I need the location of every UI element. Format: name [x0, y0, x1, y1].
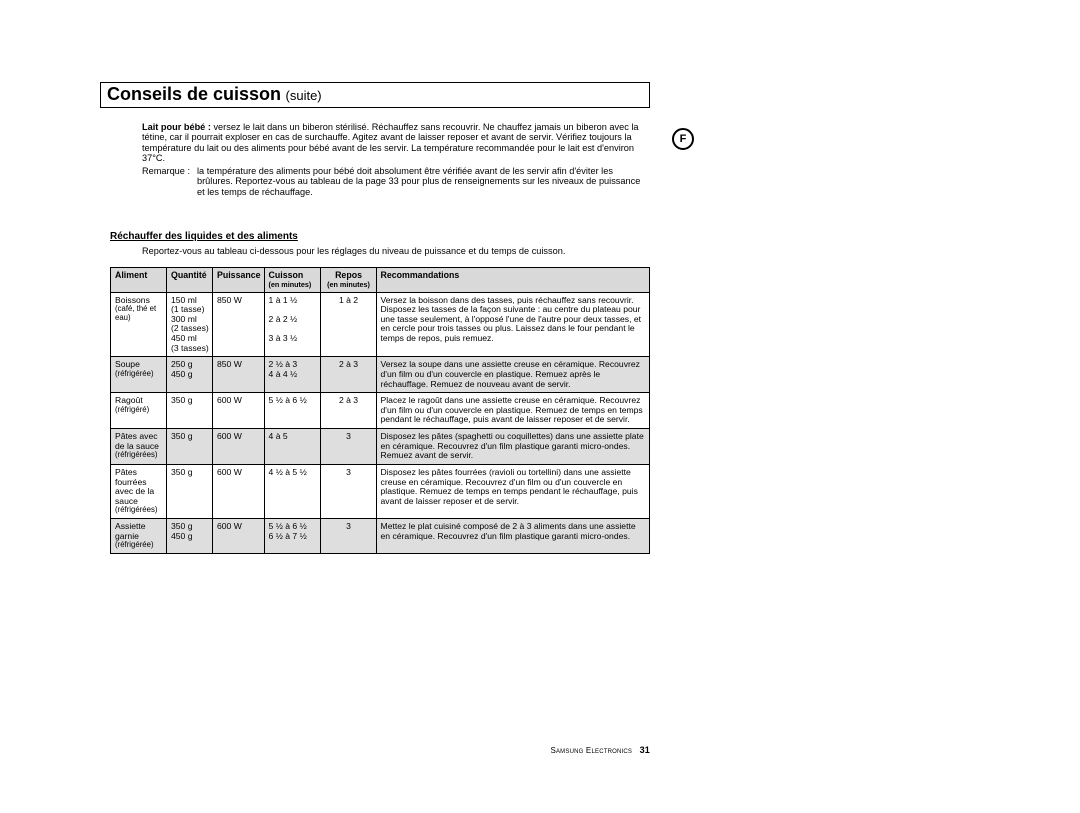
cell-qty: 150 ml (1 tasse) 300 ml (2 tasses) 450 m…	[167, 292, 213, 357]
cell-qty: 350 g	[167, 393, 213, 429]
cell-cook: 2 ½ à 3 4 à 4 ½	[264, 357, 320, 393]
cell-qty: 350 g 450 g	[167, 519, 213, 554]
title-box: Conseils de cuisson (suite)	[100, 82, 650, 108]
food-sub: (réfrigéré)	[115, 406, 163, 415]
table-wrapper: Aliment Quantité Puissance Cuisson (en m…	[100, 267, 650, 554]
col-food: Aliment	[111, 267, 167, 292]
table-body: Boissons(café, thé et eau)150 ml (1 tass…	[111, 292, 650, 554]
cell-qty: 350 g	[167, 464, 213, 518]
food-sub: (réfrigérée)	[115, 370, 163, 379]
col-cook-label: Cuisson	[269, 270, 304, 280]
cell-cook: 5 ½ à 6 ½	[264, 393, 320, 429]
food-sub: (café, thé et eau)	[115, 305, 163, 322]
table-row: Ragoût(réfrigéré)350 g600 W5 ½ à 6 ½2 à …	[111, 393, 650, 429]
cell-cook: 5 ½ à 6 ½ 6 ½ à 7 ½	[264, 519, 320, 554]
cell-qty: 350 g	[167, 429, 213, 465]
cell-food: Pâtes fourrées avec de la sauce(réfrigér…	[111, 464, 167, 518]
cell-rest: 3	[320, 464, 376, 518]
section-intro: Reportez-vous au tableau ci-dessous pour…	[100, 246, 650, 257]
lait-label: Lait pour bébé :	[142, 122, 211, 132]
cell-cook: 4 à 5	[264, 429, 320, 465]
section-heading: Réchauffer des liquides et des aliments	[100, 231, 650, 242]
col-qty: Quantité	[167, 267, 213, 292]
cell-cook: 1 à 1 ½ 2 à 2 ½ 3 à 3 ½	[264, 292, 320, 357]
cell-reco: Mettez le plat cuisiné composé de 2 à 3 …	[376, 519, 649, 554]
remarque-row: Remarque : la température des aliments p…	[142, 166, 650, 197]
side-language-marker: F	[672, 128, 694, 150]
table-header-row: Aliment Quantité Puissance Cuisson (en m…	[111, 267, 650, 292]
remarque-body: la température des aliments pour bébé do…	[197, 166, 650, 197]
col-cook-sublabel: (en minutes)	[269, 281, 317, 289]
food-main: Pâtes avec de la sauce	[115, 432, 163, 451]
cell-power: 600 W	[213, 464, 265, 518]
food-main: Assiette garnie	[115, 522, 163, 541]
page-content: Conseils de cuisson (suite) Lait pour bé…	[100, 82, 650, 554]
col-rest-label: Repos	[335, 270, 362, 280]
col-power: Puissance	[213, 267, 265, 292]
lait-body: versez le lait dans un biberon stérilisé…	[142, 122, 639, 163]
cell-reco: Disposez les pâtes fourrées (ravioli ou …	[376, 464, 649, 518]
table-row: Pâtes avec de la sauce(réfrigérées)350 g…	[111, 429, 650, 465]
cell-food: Pâtes avec de la sauce(réfrigérées)	[111, 429, 167, 465]
cell-cook: 4 ½ à 5 ½	[264, 464, 320, 518]
table-row: Pâtes fourrées avec de la sauce(réfrigér…	[111, 464, 650, 518]
reheating-table: Aliment Quantité Puissance Cuisson (en m…	[110, 267, 650, 554]
food-main: Pâtes fourrées avec de la sauce	[115, 468, 163, 507]
food-sub: (réfrigérées)	[115, 451, 163, 460]
cell-power: 850 W	[213, 292, 265, 357]
cell-power: 600 W	[213, 393, 265, 429]
page-title-suite: (suite)	[286, 88, 322, 103]
cell-rest: 3	[320, 429, 376, 465]
footer-page-number: 31	[640, 745, 650, 755]
cell-power: 600 W	[213, 519, 265, 554]
col-reco: Recommandations	[376, 267, 649, 292]
cell-power: 600 W	[213, 429, 265, 465]
cell-food: Assiette garnie(réfrigérée)	[111, 519, 167, 554]
food-sub: (réfrigérée)	[115, 541, 163, 550]
footer-brand: Samsung Electronics	[550, 746, 632, 755]
cell-food: Ragoût(réfrigéré)	[111, 393, 167, 429]
table-row: Soupe(réfrigérée)250 g 450 g850 W2 ½ à 3…	[111, 357, 650, 393]
food-sub: (réfrigérées)	[115, 506, 163, 515]
cell-qty: 250 g 450 g	[167, 357, 213, 393]
cell-rest: 3	[320, 519, 376, 554]
remarque-label: Remarque :	[142, 166, 197, 197]
cell-reco: Placez le ragoût dans une assiette creus…	[376, 393, 649, 429]
col-rest-sublabel: (en minutes)	[325, 281, 373, 289]
col-cook: Cuisson (en minutes)	[264, 267, 320, 292]
cell-power: 850 W	[213, 357, 265, 393]
cell-rest: 2 à 3	[320, 393, 376, 429]
page-title: Conseils de cuisson	[107, 84, 281, 104]
intro-paragraphs: Lait pour bébé : versez le lait dans un …	[100, 122, 650, 197]
lait-paragraph: Lait pour bébé : versez le lait dans un …	[142, 122, 650, 163]
col-rest: Repos (en minutes)	[320, 267, 376, 292]
table-row: Boissons(café, thé et eau)150 ml (1 tass…	[111, 292, 650, 357]
footer: Samsung Electronics 31	[100, 745, 650, 755]
cell-reco: Disposez les pâtes (spaghetti ou coquill…	[376, 429, 649, 465]
cell-rest: 2 à 3	[320, 357, 376, 393]
cell-food: Boissons(café, thé et eau)	[111, 292, 167, 357]
cell-rest: 1 à 2	[320, 292, 376, 357]
cell-reco: Versez la soupe dans une assiette creuse…	[376, 357, 649, 393]
cell-food: Soupe(réfrigérée)	[111, 357, 167, 393]
table-row: Assiette garnie(réfrigérée)350 g 450 g60…	[111, 519, 650, 554]
cell-reco: Versez la boisson dans des tasses, puis …	[376, 292, 649, 357]
